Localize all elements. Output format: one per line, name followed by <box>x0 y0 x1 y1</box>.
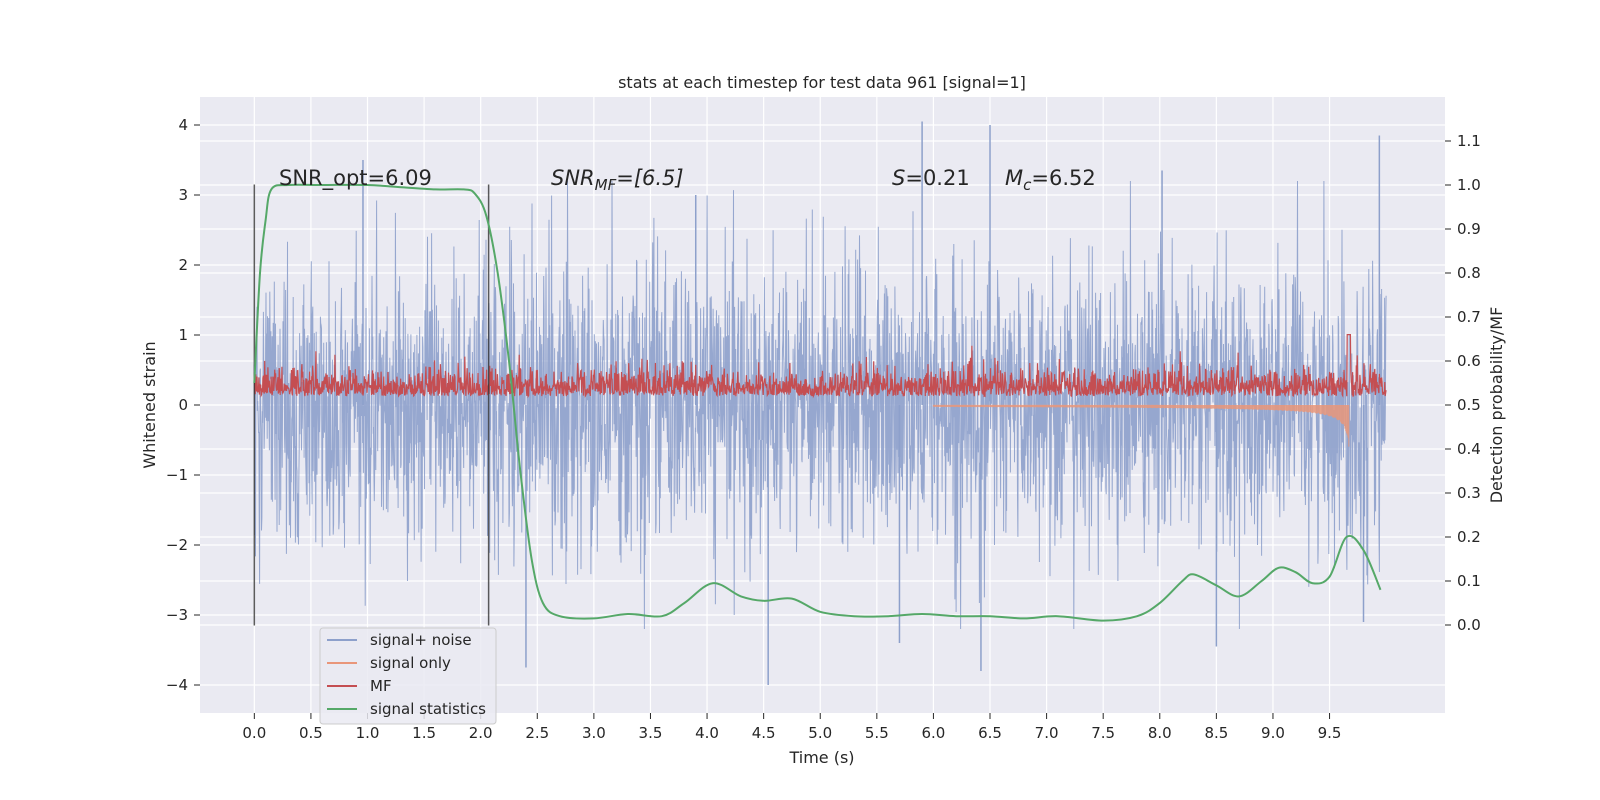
x-tick-label-12: 6.0 <box>921 724 945 742</box>
x-axis-ticks: 0.0 0.5 1.0 1.5 2.0 2.5 3.0 3.5 4.0 4.5 5.0 5.5 6.0 6… <box>242 713 1341 742</box>
legend-box <box>319 627 497 725</box>
annotation-snr-mf: SNRMF=[6.5] <box>551 166 684 194</box>
annotation-snr-mf-base: SNR <box>551 166 595 190</box>
y-left-tick-label-4: 0 <box>178 396 188 414</box>
y-right-tick-label-1: 0.1 <box>1457 572 1481 590</box>
annotation-s: S=0.21 <box>892 166 970 190</box>
y-right-tick-label-7: 0.7 <box>1457 308 1481 326</box>
x-tick-label-6: 3.0 <box>582 724 606 742</box>
x-tick-label-10: 5.0 <box>808 724 832 742</box>
x-tick-label-16: 8.0 <box>1148 724 1172 742</box>
x-axis-label: Time (s) <box>788 748 854 767</box>
y-left-tick-label-6: 2 <box>178 256 188 274</box>
x-tick-label-2: 1.0 <box>356 724 380 742</box>
y-left-tick-label-0: −4 <box>166 676 188 694</box>
annotation-snr-opt: SNR_opt=6.09 <box>279 166 432 191</box>
y-left-tick-label-7: 3 <box>178 186 188 204</box>
x-tick-label-3: 1.5 <box>412 724 436 742</box>
vertical-lines <box>253 184 490 626</box>
y-left-tick-label-5: 1 <box>178 326 188 344</box>
series-signal-statistics-line <box>253 183 1382 622</box>
legend-label-signal-statistics: signal statistics <box>370 700 486 718</box>
chart-title: stats at each timestep for test data 961… <box>618 73 1026 92</box>
y-right-tick-label-11: 1.1 <box>1457 132 1481 150</box>
x-tick-label-8: 4.0 <box>695 724 719 742</box>
legend: signal+ noise signal only MF signal stat… <box>319 627 497 725</box>
x-tick-label-0: 0.0 <box>242 724 266 742</box>
x-tick-label-14: 7.0 <box>1035 724 1059 742</box>
y-right-axis-label: Detection probability/MF <box>1487 307 1506 504</box>
x-tick-label-4: 2.0 <box>469 724 493 742</box>
x-tick-label-9: 4.5 <box>752 724 776 742</box>
y-left-tick-label-1: −3 <box>166 606 188 624</box>
annotation-mc-value: =6.52 <box>1031 166 1095 190</box>
annotation-mc-sub: c <box>1023 176 1032 194</box>
y-left-axis-label: Whitened strain <box>140 341 159 468</box>
y-right-tick-label-5: 0.5 <box>1457 396 1481 414</box>
x-tick-label-7: 3.5 <box>639 724 663 742</box>
y-left-axis-ticks: −4 −3 −2 −1 0 1 2 3 4 <box>166 116 200 694</box>
annotation-snr-mf-sub: MF <box>595 176 617 194</box>
y-left-tick-label-2: −2 <box>166 536 188 554</box>
annotation-mc: Mc=6.52 <box>1005 166 1096 194</box>
y-right-tick-label-9: 0.9 <box>1457 220 1481 238</box>
x-tick-label-13: 6.5 <box>978 724 1002 742</box>
series-signal-noise-line <box>253 180 1387 630</box>
annotation-s-value: =0.21 <box>905 166 969 190</box>
legend-label-signal-only: signal only <box>370 654 451 672</box>
x-tick-label-1: 0.5 <box>299 724 323 742</box>
y-left-tick-label-8: 4 <box>178 116 188 134</box>
x-tick-label-17: 8.5 <box>1204 724 1228 742</box>
series-mf-line <box>253 334 1387 399</box>
x-tick-label-19: 9.5 <box>1318 724 1342 742</box>
annotation-snr-mf-value: =[6.5] <box>616 166 683 190</box>
y-right-tick-label-6: 0.6 <box>1457 352 1481 370</box>
series-signal-noise-peaks <box>362 121 1381 685</box>
x-tick-label-18: 9.0 <box>1261 724 1285 742</box>
x-tick-label-15: 7.5 <box>1091 724 1115 742</box>
legend-label-signal-noise: signal+ noise <box>370 631 472 649</box>
y-left-tick-label-3: −1 <box>166 466 188 484</box>
legend-label-mf: MF <box>370 677 392 695</box>
y-right-axis-ticks: 0.0 0.1 0.2 0.3 0.4 0.5 0.6 0.7 0.8 0.9 1.0 1.1 <box>1445 132 1481 634</box>
annotation-s-base: S <box>892 166 905 190</box>
plot-content <box>253 121 1387 685</box>
x-tick-label-11: 5.5 <box>865 724 889 742</box>
y-right-tick-label-3: 0.3 <box>1457 484 1481 502</box>
y-right-tick-label-2: 0.2 <box>1457 528 1481 546</box>
series-signal-only-line <box>932 404 1350 447</box>
y-right-tick-label-0: 0.0 <box>1457 616 1481 634</box>
x-tick-label-5: 2.5 <box>525 724 549 742</box>
y-right-tick-label-8: 0.8 <box>1457 264 1481 282</box>
y-right-tick-label-10: 1.0 <box>1457 176 1481 194</box>
y-right-tick-label-4: 0.4 <box>1457 440 1481 458</box>
annotation-mc-base: M <box>1005 166 1023 190</box>
